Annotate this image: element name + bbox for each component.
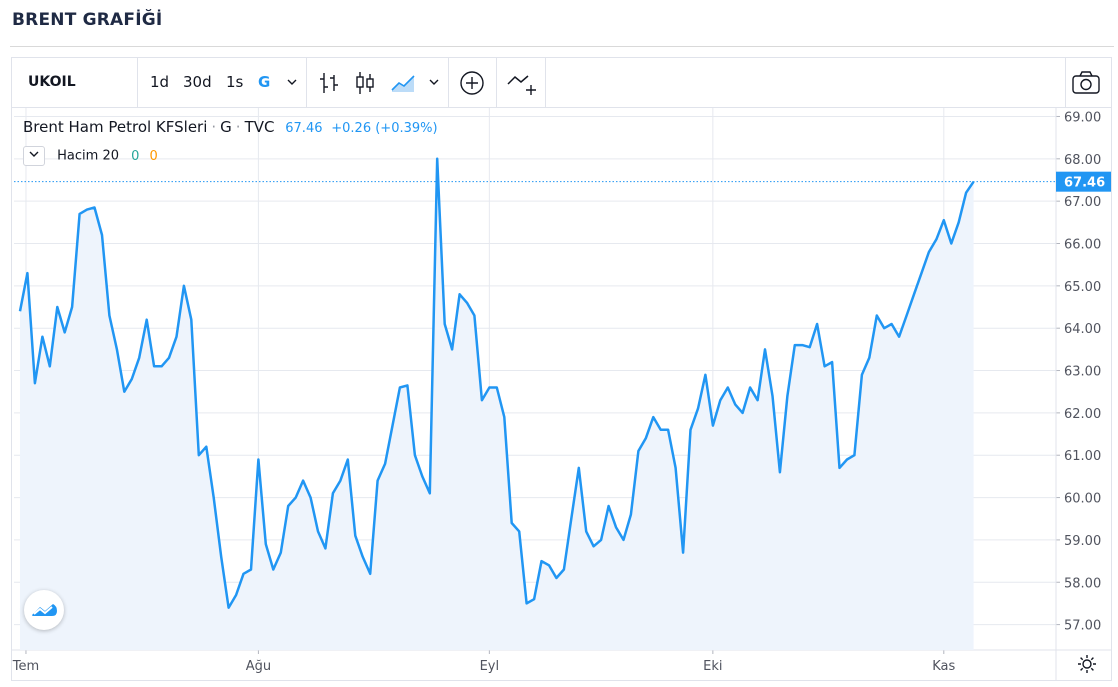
legend-separator: · (235, 118, 241, 136)
y-tick-label: 68.00 (1064, 153, 1101, 168)
y-tick-label: 65.00 (1064, 280, 1101, 295)
toolbar-divider (448, 58, 449, 107)
chevron-down-icon[interactable] (286, 76, 298, 88)
volume-label: Hacim 20 (57, 148, 119, 164)
y-tick-label: 58.00 (1064, 576, 1101, 591)
legend-symbol-name: Brent Ham Petrol KFSleri (23, 118, 208, 136)
x-tick-label: Kas (932, 659, 955, 674)
volume-value-b: 0 (149, 148, 158, 164)
y-tick-label: 60.00 (1064, 492, 1101, 507)
x-tick-label: Eki (703, 659, 722, 674)
y-tick-label: 67.00 (1064, 195, 1101, 210)
legend-source: TVC (244, 118, 275, 136)
interval-1s-button[interactable]: 1s (226, 73, 244, 91)
interval-1d-button[interactable]: 1d (150, 73, 170, 91)
chart-widget: UKOIL 1d 30d 1s G (11, 57, 1112, 681)
header-divider (10, 46, 1114, 47)
legend-interval: G (220, 118, 232, 136)
y-tick-label: 61.00 (1064, 449, 1101, 464)
x-tick-label: Ağu (246, 659, 271, 674)
y-tick-label: 62.00 (1064, 407, 1101, 422)
toolbar-divider (137, 58, 138, 107)
tradingview-logo[interactable] (24, 590, 64, 630)
series-area-fill (20, 158, 974, 651)
toolbar-divider (496, 58, 497, 107)
x-tick-label: Tem (12, 659, 39, 674)
interval-g-button[interactable]: G (258, 73, 271, 91)
interval-30d-button[interactable]: 30d (183, 73, 212, 91)
series-line (18, 157, 975, 609)
last-price-label: 67.46 (1064, 176, 1105, 191)
compare-icon[interactable] (506, 70, 538, 98)
symbol-search-button[interactable]: UKOIL (28, 74, 76, 90)
y-tick-label: 63.00 (1064, 365, 1101, 380)
chart-toolbar: UKOIL 1d 30d 1s G (12, 58, 1111, 108)
bars-icon[interactable] (317, 70, 341, 96)
last-price-label-bg (1056, 171, 1111, 192)
legend-change: +0.26 (+0.39%) (331, 121, 438, 136)
legend-last-price: 67.46 (285, 121, 323, 136)
toolbar-divider (545, 58, 546, 107)
volume-legend: Hacim 20 0 0 (23, 146, 158, 166)
toolbar-divider (306, 58, 307, 107)
legend-separator: · (211, 118, 217, 136)
page-title: BRENT GRAFİĞİ (12, 10, 163, 30)
camera-icon[interactable] (1071, 70, 1101, 96)
volume-value-a: 0 (131, 148, 140, 164)
chevron-down-icon (29, 151, 39, 157)
price-chart[interactable]: 69.00 68.00 67.00 66.00 65.00 64.00 63.00 62.00… (12, 58, 1111, 680)
gear-icon[interactable] (1077, 654, 1097, 674)
collapse-legend-button[interactable] (23, 146, 45, 166)
add-indicator-icon[interactable] (459, 70, 485, 96)
y-tick-label: 57.00 (1064, 619, 1101, 634)
chevron-down-icon[interactable] (428, 76, 440, 88)
area-chart-icon[interactable] (390, 70, 418, 96)
y-tick-label: 69.00 (1064, 110, 1101, 125)
y-tick-label: 59.00 (1064, 534, 1101, 549)
candles-icon[interactable] (353, 70, 377, 96)
x-tick-label: Eyl (480, 659, 500, 674)
toolbar-divider (1065, 58, 1066, 107)
y-tick-label: 64.00 (1064, 322, 1101, 337)
tradingview-logo-icon (32, 604, 57, 616)
chart-legend: Brent Ham Petrol KFSleri · G · TVC 67.46 +0.… (23, 118, 438, 136)
y-tick-label: 66.00 (1064, 238, 1101, 253)
